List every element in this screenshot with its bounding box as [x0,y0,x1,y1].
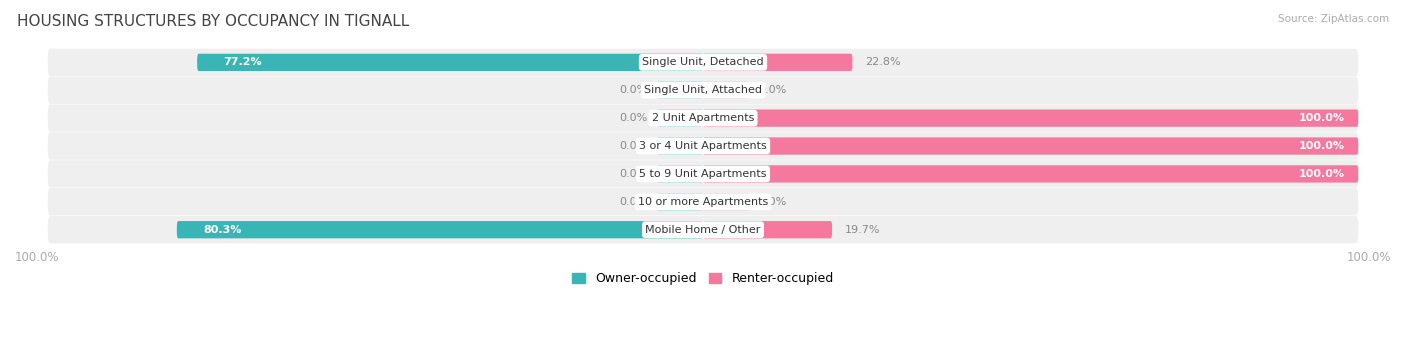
FancyBboxPatch shape [703,81,749,99]
FancyBboxPatch shape [48,132,1358,160]
FancyBboxPatch shape [657,81,703,99]
FancyBboxPatch shape [703,54,852,71]
Text: 0.0%: 0.0% [759,85,787,95]
Text: 3 or 4 Unit Apartments: 3 or 4 Unit Apartments [640,141,766,151]
FancyBboxPatch shape [657,137,703,155]
FancyBboxPatch shape [48,49,1358,76]
Text: 0.0%: 0.0% [619,113,647,123]
FancyBboxPatch shape [703,137,1358,155]
Text: 0.0%: 0.0% [619,85,647,95]
Text: 0.0%: 0.0% [619,197,647,207]
Text: 80.3%: 80.3% [202,225,242,235]
FancyBboxPatch shape [657,165,703,182]
Text: 100.0%: 100.0% [1347,251,1391,264]
FancyBboxPatch shape [48,160,1358,188]
FancyBboxPatch shape [703,221,832,238]
Text: HOUSING STRUCTURES BY OCCUPANCY IN TIGNALL: HOUSING STRUCTURES BY OCCUPANCY IN TIGNA… [17,14,409,29]
FancyBboxPatch shape [703,193,749,210]
FancyBboxPatch shape [657,193,703,210]
FancyBboxPatch shape [177,221,703,238]
Text: Single Unit, Detached: Single Unit, Detached [643,57,763,68]
Text: 5 to 9 Unit Apartments: 5 to 9 Unit Apartments [640,169,766,179]
Legend: Owner-occupied, Renter-occupied: Owner-occupied, Renter-occupied [568,267,838,290]
Text: 19.7%: 19.7% [845,225,880,235]
FancyBboxPatch shape [657,109,703,127]
Text: Mobile Home / Other: Mobile Home / Other [645,225,761,235]
Text: Single Unit, Attached: Single Unit, Attached [644,85,762,95]
Text: 22.8%: 22.8% [866,57,901,68]
FancyBboxPatch shape [703,165,1358,182]
Text: 0.0%: 0.0% [619,169,647,179]
Text: 100.0%: 100.0% [15,251,59,264]
Text: 10 or more Apartments: 10 or more Apartments [638,197,768,207]
FancyBboxPatch shape [48,216,1358,243]
Text: 100.0%: 100.0% [1299,113,1346,123]
Text: 0.0%: 0.0% [759,197,787,207]
FancyBboxPatch shape [48,104,1358,132]
Text: 2 Unit Apartments: 2 Unit Apartments [652,113,754,123]
FancyBboxPatch shape [48,188,1358,216]
FancyBboxPatch shape [197,54,703,71]
Text: 0.0%: 0.0% [619,141,647,151]
FancyBboxPatch shape [48,77,1358,104]
Text: 100.0%: 100.0% [1299,141,1346,151]
FancyBboxPatch shape [703,109,1358,127]
Text: 100.0%: 100.0% [1299,169,1346,179]
Text: Source: ZipAtlas.com: Source: ZipAtlas.com [1278,14,1389,24]
Text: 77.2%: 77.2% [224,57,262,68]
